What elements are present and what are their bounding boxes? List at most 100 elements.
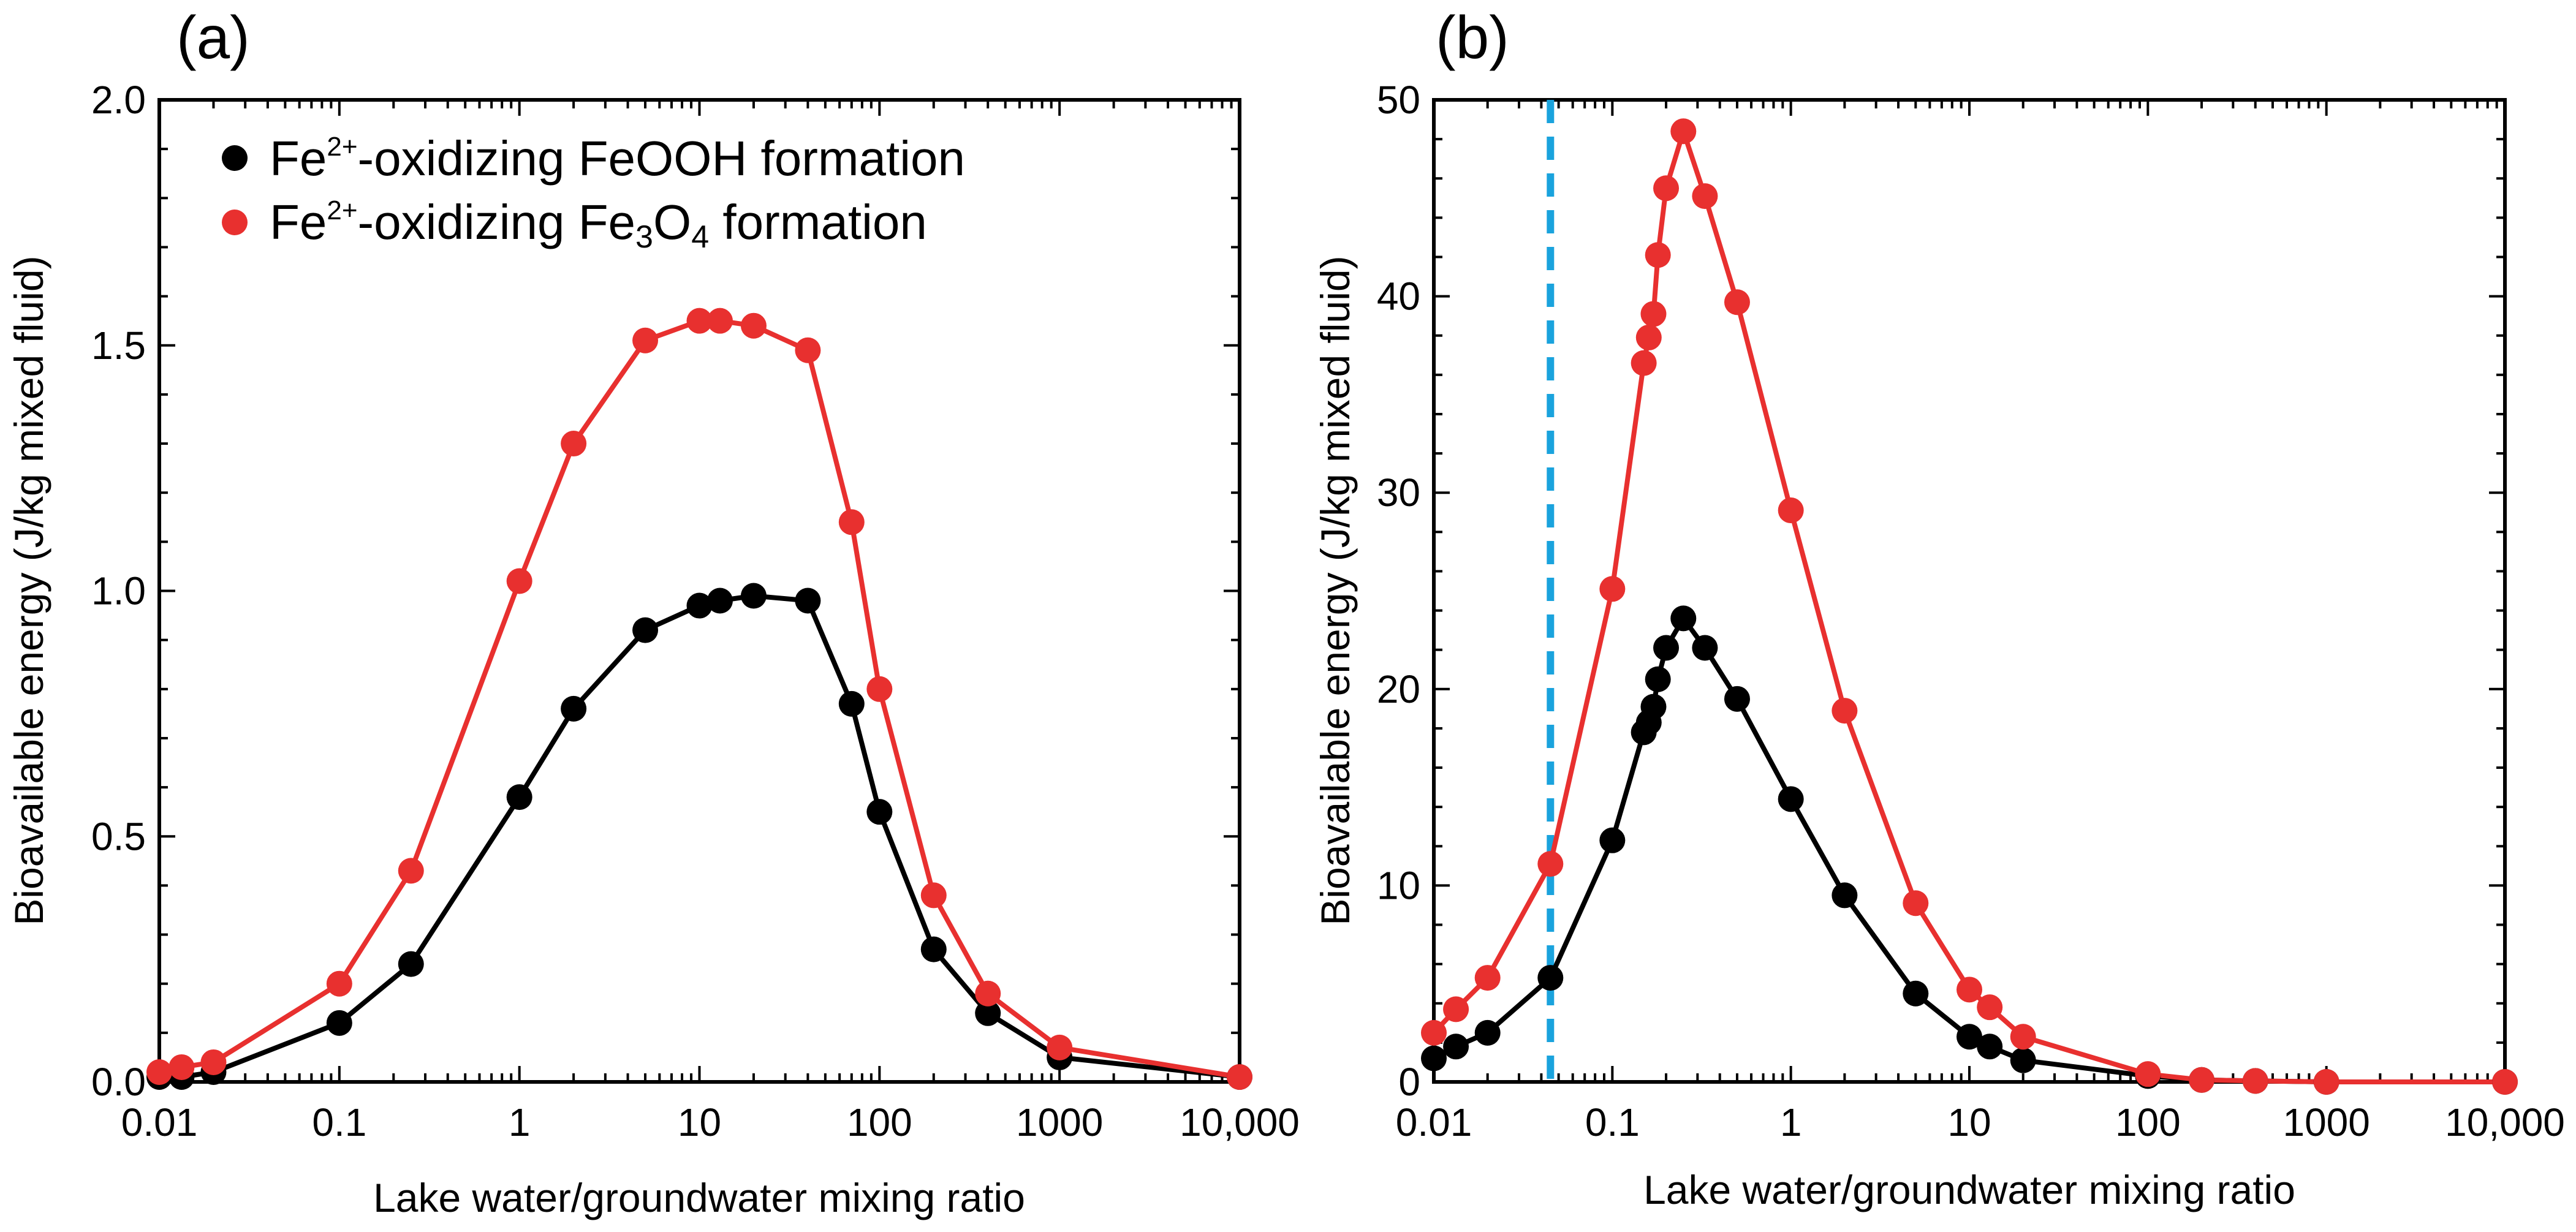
data-point-feooh xyxy=(795,588,821,614)
data-point-fe3o4 xyxy=(1474,965,1501,991)
y-tick-label: 0.0 xyxy=(91,1060,146,1104)
y-tick-label: 40 xyxy=(1377,274,1420,319)
panel-b-x-axis-label: Lake water/groundwater mixing ratio xyxy=(1643,1167,2295,1212)
panel-a: (a) 0.01 0.1 1 10 100 1000 10,000 0.0 0.5 1.0 1.5… xyxy=(6,4,1300,1220)
data-point-fe3o4 xyxy=(1635,324,1662,350)
data-point-fe3o4 xyxy=(740,312,767,339)
data-point-fe3o4 xyxy=(2010,1024,2036,1050)
x-tick-label: 1000 xyxy=(2282,1100,2370,1144)
data-point-feooh xyxy=(1599,827,1626,853)
series-line-fe3o4 xyxy=(1432,129,2505,1084)
data-point-fe3o4 xyxy=(1957,977,1982,1003)
data-point-feooh xyxy=(1537,965,1564,991)
panel-b-y-axis-label: Bioavailable energy (J/kg mixed fluid) xyxy=(1313,255,1358,925)
y-tick-label: 0 xyxy=(1398,1060,1420,1104)
data-point-fe3o4 xyxy=(1640,301,1667,327)
y-tick-label: 10 xyxy=(1377,863,1420,907)
x-tick-label: 0.1 xyxy=(312,1100,366,1144)
data-point-fe3o4 xyxy=(1443,996,1469,1022)
data-point-fe3o4 xyxy=(2189,1067,2215,1093)
x-tick-label: 1 xyxy=(509,1100,531,1144)
x-tick-label: 1000 xyxy=(1016,1100,1103,1144)
data-point-fe3o4 xyxy=(975,980,1001,1007)
data-point-fe3o4 xyxy=(2313,1069,2339,1095)
panel-a-x-tick-labels: 0.01 0.1 1 10 100 1000 10,000 xyxy=(121,1100,1300,1144)
y-tick-label: 50 xyxy=(1377,78,1420,122)
data-point-fe3o4 xyxy=(1692,183,1718,210)
data-point-fe3o4 xyxy=(1421,1019,1447,1046)
series-line-feooh xyxy=(159,593,1240,1079)
panel-a-ticks xyxy=(158,99,1240,1083)
panel-b-ticks xyxy=(1433,99,2505,1083)
x-tick-label: 0.01 xyxy=(121,1100,198,1144)
data-point-feooh xyxy=(1645,666,1671,692)
series-line-feooh xyxy=(1433,616,2505,1084)
data-point-fe3o4 xyxy=(146,1059,172,1085)
x-tick-label: 10 xyxy=(1947,1100,1991,1144)
x-tick-label: 10,000 xyxy=(2445,1100,2565,1144)
data-point-feooh xyxy=(975,1000,1001,1026)
data-point-feooh xyxy=(686,592,713,619)
data-point-fe3o4 xyxy=(1832,698,1858,724)
data-point-feooh xyxy=(1977,1034,2003,1060)
data-point-fe3o4 xyxy=(1670,118,1697,145)
x-tick-label: 0.01 xyxy=(1396,1100,1472,1144)
data-point-feooh xyxy=(1692,635,1718,661)
panel-b-x-tick-labels: 0.01 0.1 1 10 100 1000 10,000 xyxy=(1396,1100,2565,1144)
data-point-fe3o4 xyxy=(1631,350,1657,376)
data-point-feooh xyxy=(632,617,659,643)
legend-label-fe3o4: Fe2+-oxidizing Fe3O4 formation xyxy=(270,195,927,255)
data-point-fe3o4 xyxy=(1537,851,1564,877)
data-point-feooh xyxy=(561,695,587,722)
data-point-feooh xyxy=(398,951,424,977)
data-point-fe3o4 xyxy=(866,676,893,702)
data-point-fe3o4 xyxy=(1977,994,2003,1021)
x-tick-label: 100 xyxy=(2115,1100,2181,1144)
data-point-fe3o4 xyxy=(920,882,947,909)
data-point-feooh xyxy=(1474,1019,1501,1046)
x-tick-label: 10 xyxy=(678,1100,721,1144)
y-tick-label: 20 xyxy=(1377,667,1420,711)
data-point-fe3o4 xyxy=(1724,289,1750,316)
data-point-fe3o4 xyxy=(686,308,713,334)
data-point-fe3o4 xyxy=(200,1049,227,1075)
data-point-feooh xyxy=(2010,1047,2036,1073)
x-tick-label: 1 xyxy=(1780,1100,1802,1144)
data-point-feooh xyxy=(506,784,532,811)
y-tick-label: 1.0 xyxy=(91,569,146,613)
data-point-fe3o4 xyxy=(632,327,659,353)
data-point-fe3o4 xyxy=(326,970,352,997)
panel-b-plot-frame xyxy=(1432,98,2507,1084)
data-point-feooh xyxy=(1443,1034,1469,1060)
legend-marker-fe3o4 xyxy=(222,210,248,235)
y-tick-label: 2.0 xyxy=(91,78,146,122)
panel-a-y-axis-label: Bioavailable energy (J/kg mixed fluid) xyxy=(6,255,51,925)
data-point-feooh xyxy=(740,583,767,609)
panel-b: (b) 0.01 0.1 1 10 100 1000 10,000 01020304050 … xyxy=(1313,4,2565,1212)
data-point-feooh xyxy=(1724,686,1750,712)
data-point-fe3o4 xyxy=(561,431,587,457)
data-point-fe3o4 xyxy=(2242,1068,2268,1094)
panel-b-y-tick-labels: 0 10 20 30 40 50 xyxy=(1377,78,1420,1104)
data-point-feooh xyxy=(1653,635,1680,661)
data-point-fe3o4 xyxy=(1645,242,1671,268)
panel-a-y-tick-labels: 0.0 0.5 1.0 1.5 2.0 xyxy=(91,78,146,1104)
data-point-feooh xyxy=(1903,980,1929,1007)
panel-b-label: (b) xyxy=(1436,4,1509,71)
data-point-feooh xyxy=(707,588,733,614)
data-point-fe3o4 xyxy=(1903,890,1929,916)
series-line-fe3o4 xyxy=(159,318,1240,1079)
legend: Fe2+-oxidizing FeOOH formation Fe2+-oxid… xyxy=(222,131,965,255)
data-point-fe3o4 xyxy=(1653,175,1680,202)
legend-label-feooh: Fe2+-oxidizing FeOOH formation xyxy=(270,131,965,186)
data-point-fe3o4 xyxy=(1047,1034,1073,1060)
data-point-fe3o4 xyxy=(795,337,821,363)
y-tick-label: 0.5 xyxy=(91,814,146,858)
panel-a-series xyxy=(146,308,1252,1090)
data-point-fe3o4 xyxy=(169,1054,195,1080)
data-point-feooh xyxy=(1957,1024,1982,1050)
data-point-feooh xyxy=(838,690,865,717)
data-point-feooh xyxy=(1832,882,1858,909)
data-point-fe3o4 xyxy=(1227,1064,1252,1090)
